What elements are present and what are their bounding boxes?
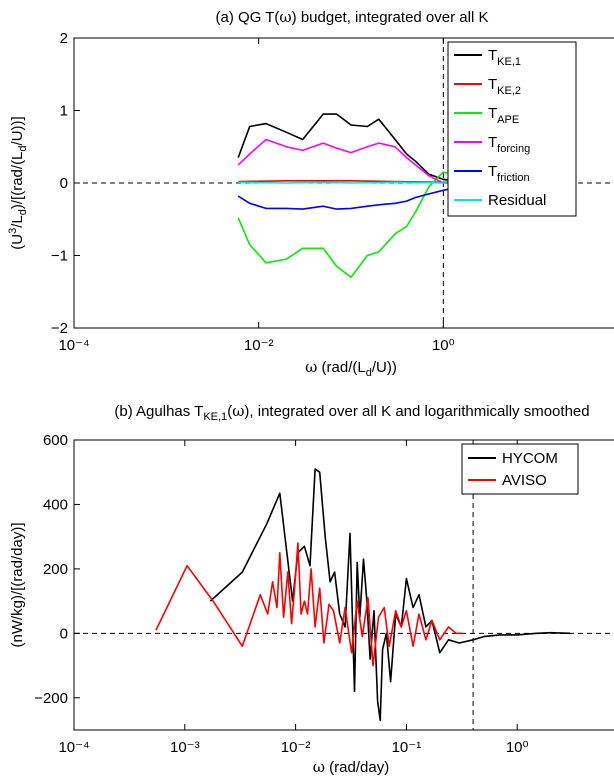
panel-a-y-tick-label: −1: [51, 248, 68, 265]
panel-b-x-tick-label: 10⁻¹: [392, 739, 422, 756]
panel-a-series-line-4: [237, 182, 488, 210]
panel-a-x-axis-label: ω (rad/(Ld/U)): [305, 358, 397, 379]
panel-b-y-tick-label: 0: [60, 625, 68, 642]
panel-b-y-tick-label: 400: [43, 496, 68, 513]
panel-a-x-tick-label: 10⁻²: [244, 337, 274, 354]
panel-a-series-line-2: [237, 171, 488, 279]
panel-a-legend-box: [447, 41, 577, 217]
panel-b-x-tick-label: 10⁰: [506, 739, 529, 756]
panel-a-legend-label-2: TAPE: [488, 105, 519, 126]
panel-b-chart: (b) Agulhas TKE,1(ω), integrated over al…: [9, 402, 614, 776]
panel-b-axes-box: [73, 439, 614, 731]
panel-a-legend-label-0: TKE,1: [488, 47, 521, 68]
panel-a-legend-label-4: Tfriction: [488, 163, 530, 184]
panel-a-series-line-0: [237, 113, 488, 184]
panel-b-legend-label-1: AVISO: [502, 472, 547, 489]
panel-b-y-tick-label: −200: [34, 690, 68, 707]
panel-a-legend-label-1: TKE,2: [488, 76, 521, 97]
panel-a-legend-label-5: Residual: [488, 192, 546, 209]
panel-a-title: (a) QG T(ω) budget, integrated over all …: [216, 8, 489, 26]
panel-a-y-tick-label: −2: [51, 320, 68, 337]
panel-b-y-tick-label: 200: [43, 561, 68, 578]
panel-b-x-tick-label: 10⁻⁴: [58, 739, 89, 756]
panel-a-y-axis-label: (U3/Ld)/[(rad/(Ld/U))]: [7, 116, 29, 249]
panel-b-legend-box: [461, 443, 579, 495]
panel-a-legend: TKE,1 TKE,2 TAPE Tforcing Tfriction Residual: [447, 41, 577, 217]
panel-a-y-tick-label: 2: [60, 30, 68, 47]
panel-a-x-tick-label: 10⁻⁴: [58, 337, 89, 354]
panel-a-x-tick-label: 10⁰: [432, 337, 455, 354]
panel-b-x-axis-label: ω (rad/day): [313, 758, 389, 776]
panel-b-legend: HYCOM AVISO: [461, 443, 579, 495]
panel-b-x-tick-label: 10⁻²: [281, 739, 311, 756]
panel-b-y-axis-label: (nW/kg)/[(rad/day)]: [9, 522, 26, 647]
panel-b-title: (b) Agulhas TKE,1(ω), integrated over al…: [114, 402, 589, 423]
panel-b-series-line-1: [155, 542, 463, 667]
panel-b-series-line-0: [209, 468, 571, 722]
panel-b-y-tick-label: 600: [43, 432, 68, 449]
panel-a-legend-label-3: Tforcing: [488, 134, 530, 155]
panel-a-chart: (a) QG T(ω) budget, integrated over all …: [7, 8, 614, 379]
panel-a-y-tick-label: 0: [60, 175, 68, 192]
panel-a-series-line-5: [238, 181, 488, 184]
panel-b-x-tick-label: 10⁻³: [170, 739, 200, 756]
panel-b-legend-label-0: HYCOM: [502, 450, 558, 467]
panel-a-y-tick-label: 1: [60, 103, 68, 120]
